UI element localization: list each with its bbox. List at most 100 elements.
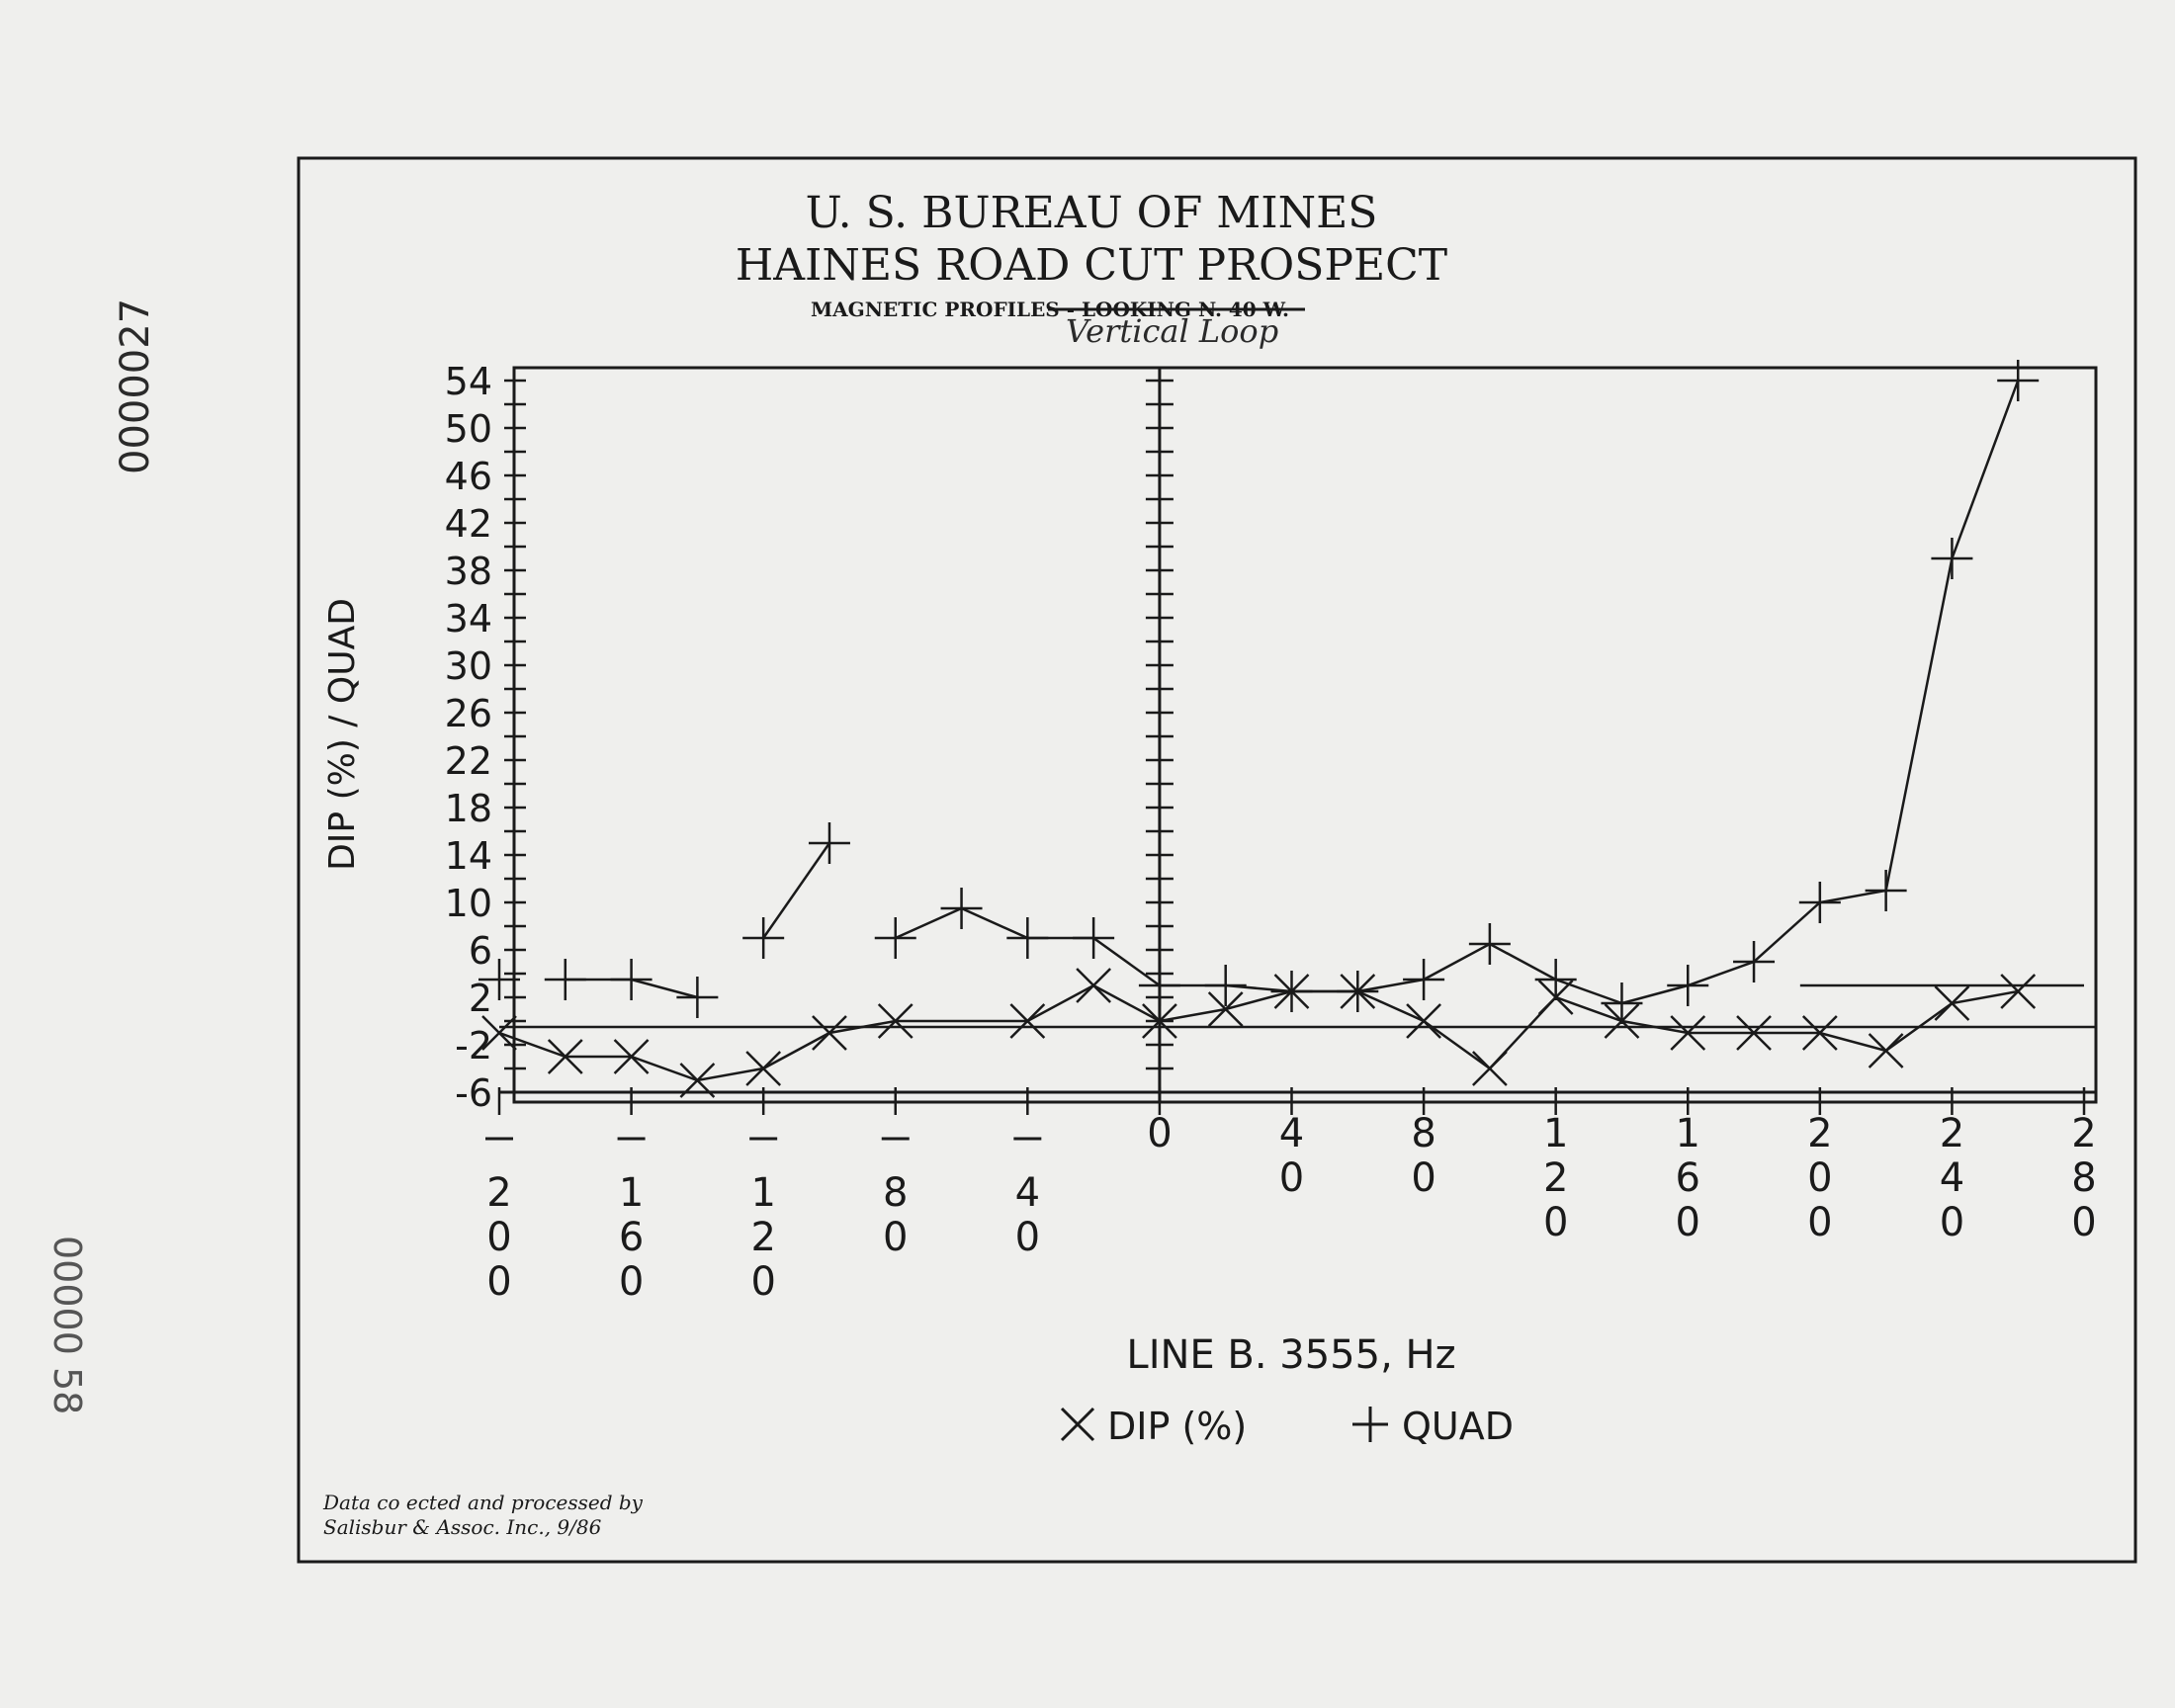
x-tick-digit: 6 [1676, 1155, 1700, 1201]
quad-point [1997, 360, 2040, 401]
x-tick-digit: 1 [1676, 1111, 1700, 1156]
x-tick-digit: 8 [1411, 1111, 1436, 1156]
quad-point [676, 977, 719, 1018]
dip-point [1670, 1015, 1706, 1051]
x-tick-digit: 2 [2071, 1111, 2096, 1156]
x-tick-label: 8080 [1411, 1111, 1436, 1201]
y-tick-label: 50 [445, 407, 492, 451]
x-tick-label: 120120 [1543, 1111, 1568, 1245]
axes-layer: 54504642383430262218141062-2-6200-200160… [445, 360, 2097, 1305]
x-tick-digit: 2 [1940, 1111, 1964, 1156]
credit-line1: Data co ected and processed by [322, 1491, 644, 1514]
x-tick-digit: 2 [1543, 1155, 1568, 1201]
legend-quad-label: QUAD [1402, 1405, 1514, 1448]
legend-quad-marker-icon [1352, 1407, 1388, 1442]
x-tick-label: 160160 [1676, 1111, 1700, 1245]
quad-point [1667, 965, 1709, 1006]
x-tick-digit: 2 [486, 1170, 511, 1216]
y-tick-label: 14 [445, 834, 492, 878]
quad-point [1006, 917, 1049, 959]
quad-point [1403, 959, 1445, 1000]
dip-point [745, 1051, 782, 1086]
series-line [762, 842, 830, 939]
quad-point [1337, 971, 1379, 1012]
dip-point [613, 1039, 650, 1074]
dip-point [1868, 1033, 1904, 1068]
x-tick-digit: 8 [883, 1170, 908, 1216]
quad-point [1270, 971, 1313, 1012]
x-tick-digit: 2 [1807, 1111, 1832, 1156]
y-tick-label: 30 [445, 644, 492, 688]
quad-point [1733, 941, 1776, 982]
x-tick-label: 4040 [1279, 1111, 1304, 1201]
quad-point [1601, 982, 1643, 1024]
dip-point [1736, 1015, 1772, 1051]
x-tick-digit: 1 [619, 1170, 644, 1216]
subtitle-struck-text: MAGNETIC PROFILES [811, 298, 1060, 321]
y-tick-label: 26 [445, 692, 492, 735]
dip-point [2000, 974, 2037, 1009]
x-tick-label: 280280 [2071, 1111, 2096, 1245]
dip-point [1009, 1003, 1046, 1039]
x-tick-digit: 0 [1543, 1200, 1568, 1245]
x-tick-digit: 0 [486, 1259, 511, 1305]
dip-point [812, 1015, 847, 1051]
quad-point [742, 917, 785, 959]
quad-point [478, 959, 520, 1000]
x-tick-label: 120-120 [749, 1137, 778, 1305]
x-tick-digit: 4 [1940, 1155, 1964, 1201]
dip-point [1406, 1003, 1441, 1039]
y-tick-label: 34 [445, 597, 492, 640]
x-tick-digit: 2 [750, 1215, 775, 1260]
quad-point [610, 959, 652, 1000]
chart-title-line1: U. S. BUREAU OF MINES [806, 188, 1378, 238]
dip-point [481, 1015, 517, 1051]
reference-lines-layer [499, 983, 2096, 1094]
quad-point [1204, 965, 1247, 1006]
series-layer [478, 360, 2040, 1098]
x-tick-digit: 0 [619, 1259, 644, 1305]
stamp-bottom: 00000 58 [45, 1236, 89, 1414]
quad-point [1468, 923, 1511, 965]
y-tick-label: 10 [445, 882, 492, 925]
x-tick-digit: 1 [1543, 1111, 1568, 1156]
series-line [895, 380, 2020, 1005]
x-tick-digit: 0 [883, 1215, 908, 1260]
x-tick-digit: 4 [1015, 1170, 1040, 1216]
x-tick-label: 200200 [1807, 1111, 1832, 1245]
legend-dip-label: DIP (%) [1107, 1405, 1247, 1448]
x-tick-digit: 0 [486, 1215, 511, 1260]
quad-point [1073, 917, 1115, 959]
dip-point [1934, 985, 1970, 1021]
x-tick-label: 240240 [1940, 1111, 1964, 1245]
dip-point [1076, 968, 1112, 1003]
credit-line2: Salisbur & Assoc. Inc., 9/86 [323, 1515, 602, 1539]
x-tick-label: 00 [1147, 1111, 1172, 1156]
quad-point [1865, 870, 1907, 911]
legend: DIP (%) QUAD [1060, 1405, 1514, 1448]
x-tick-digit: 0 [1807, 1200, 1832, 1245]
dip-point [877, 1003, 914, 1039]
quad-point [1798, 882, 1841, 923]
x-tick-digit: 0 [1940, 1200, 1964, 1245]
quad-point [808, 822, 850, 864]
dip-point [1207, 991, 1244, 1027]
dip-point [1142, 1003, 1177, 1039]
x-tick-digit: 8 [2071, 1155, 2096, 1201]
dip-point [679, 1063, 716, 1098]
x-tick-digit: 0 [1147, 1111, 1172, 1156]
x-tick-label: 40-40 [1013, 1137, 1042, 1260]
x-tick-digit: 0 [1676, 1200, 1700, 1245]
x-tick-digit: 0 [1015, 1215, 1040, 1260]
x-tick-label: 200-200 [485, 1137, 513, 1305]
stamp-top: 0000027 [113, 299, 158, 474]
series-line [498, 983, 2019, 1082]
quad-point [1534, 959, 1577, 1000]
x-tick-digit: 0 [750, 1259, 775, 1305]
dip-point [1471, 1051, 1508, 1086]
y-tick-label: 54 [445, 360, 492, 403]
x-tick-digit: 1 [750, 1170, 775, 1216]
x-tick-digit: 4 [1279, 1111, 1304, 1156]
outer-frame [297, 156, 2137, 1564]
